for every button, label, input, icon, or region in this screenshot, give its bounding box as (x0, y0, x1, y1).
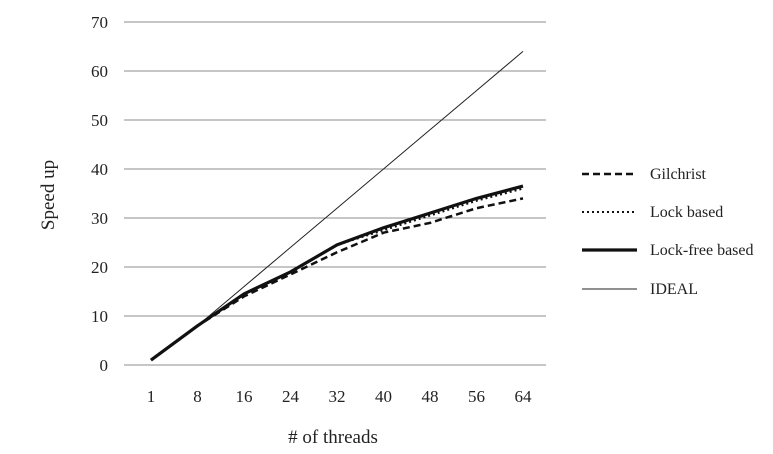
gridlines (124, 21, 546, 366)
legend-label: Lock based (650, 204, 723, 221)
legend-label: Gilchrist (650, 166, 707, 183)
series-line-ideal (150, 51, 524, 361)
legend-label: Lock-free based (650, 242, 754, 259)
series-line-lock-free-based (150, 184, 524, 362)
x-tick-label: 32 (329, 387, 346, 406)
y-tick-label: 10 (91, 307, 108, 326)
legend: Gilchrist Lock based Lock-free based IDEAL (582, 166, 754, 298)
x-tick-label: 16 (236, 387, 253, 406)
series-lines (150, 51, 524, 362)
x-tick-label: 1 (147, 387, 156, 406)
x-tick-label: 64 (515, 387, 533, 406)
x-tick-label: 24 (282, 387, 300, 406)
series-line-lock-based (150, 187, 524, 361)
x-axis-label: # of threads (288, 427, 378, 448)
y-tick-label: 20 (91, 258, 108, 277)
y-axis-label: Speed up (38, 160, 59, 230)
legend-label: IDEAL (650, 281, 698, 298)
y-tick-labels: 0 10 20 30 40 50 60 70 (91, 13, 108, 375)
y-tick-label: 30 (91, 209, 108, 228)
y-tick-label: 60 (91, 62, 108, 81)
x-tick-labels: 1 8 16 24 32 40 48 56 64 (147, 387, 532, 406)
y-tick-label: 40 (91, 160, 108, 179)
y-tick-label: 50 (91, 111, 108, 130)
y-tick-label: 0 (100, 356, 109, 375)
x-tick-label: 48 (422, 387, 439, 406)
y-tick-label: 70 (91, 13, 108, 32)
x-tick-label: 8 (193, 387, 202, 406)
x-tick-label: 40 (375, 387, 392, 406)
x-tick-label: 56 (468, 387, 485, 406)
series-line-gilchrist (150, 197, 524, 362)
